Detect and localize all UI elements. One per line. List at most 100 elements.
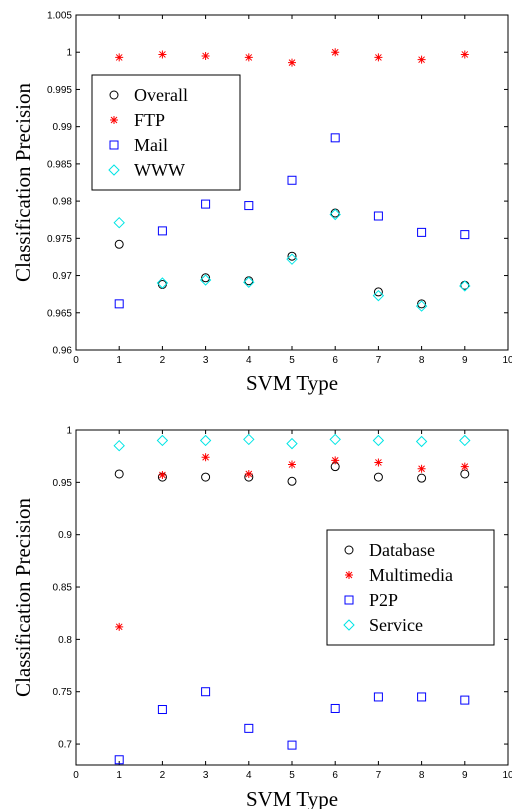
- data-point-mail: [157, 226, 167, 236]
- x-tick-label: 1: [116, 770, 122, 781]
- data-point-service: [286, 437, 298, 450]
- x-axis-label: SVM Type: [246, 787, 338, 809]
- data-point-www: [459, 280, 471, 292]
- data-point-multimedia: [244, 469, 253, 478]
- series-www: [113, 208, 471, 312]
- y-axis-label: Classification Precision: [11, 498, 35, 697]
- data-point-mail: [244, 201, 254, 211]
- data-point-overall: [244, 276, 254, 286]
- data-point-p2p: [330, 703, 340, 713]
- legend-label: Overall: [134, 85, 188, 105]
- y-tick-label: 0.98: [53, 197, 73, 208]
- x-tick-label: 8: [419, 770, 425, 781]
- legend-marker-service: [343, 619, 355, 631]
- data-point-ftp: [115, 53, 124, 62]
- data-point-overall: [373, 287, 383, 297]
- data-point-service: [329, 433, 341, 446]
- x-tick-label: 4: [246, 355, 252, 366]
- data-point-overall: [330, 208, 340, 218]
- x-tick-label: 5: [289, 355, 295, 366]
- data-point-database: [460, 469, 470, 479]
- legend-label: Multimedia: [369, 565, 453, 585]
- data-point-www: [243, 276, 255, 288]
- data-point-ftp: [460, 50, 469, 59]
- data-point-service: [459, 434, 471, 447]
- y-tick-label: 1: [66, 426, 72, 437]
- legend-marker-overall: [109, 90, 119, 100]
- x-tick-label: 7: [376, 770, 382, 781]
- data-point-mail: [201, 199, 211, 209]
- data-point-p2p: [201, 687, 211, 697]
- legend-label: P2P: [369, 590, 398, 610]
- data-point-service: [243, 433, 255, 446]
- data-point-p2p: [460, 695, 470, 705]
- x-tick-label: 9: [462, 770, 468, 781]
- data-point-service: [415, 435, 428, 448]
- data-point-multimedia: [331, 456, 340, 465]
- y-tick-label: 0.75: [53, 687, 73, 698]
- data-point-database: [114, 469, 124, 479]
- y-tick-label: 0.9: [58, 530, 72, 541]
- legend-marker-ftp: [110, 116, 118, 124]
- data-point-multimedia: [417, 464, 426, 473]
- x-tick-label: 10: [502, 770, 512, 781]
- x-tick-label: 3: [203, 355, 209, 366]
- series-mail: [114, 133, 470, 309]
- data-point-multimedia: [460, 462, 469, 471]
- data-point-www: [199, 274, 212, 286]
- data-point-multimedia: [158, 471, 167, 480]
- x-tick-label: 0: [73, 770, 79, 781]
- data-point-multimedia: [288, 460, 296, 469]
- y-tick-label: 0.85: [53, 583, 73, 594]
- series-ftp: [115, 48, 469, 67]
- y-tick-label: 0.985: [47, 159, 72, 170]
- legend-label: Mail: [134, 135, 168, 155]
- data-point-service: [113, 439, 125, 452]
- legend: Overall FTP Mail WWW: [91, 74, 241, 191]
- legend-label: FTP: [134, 110, 165, 130]
- y-axis-label: Classification Precision: [11, 83, 35, 282]
- data-point-ftp: [417, 55, 426, 64]
- x-tick-label: 7: [376, 355, 382, 366]
- y-tick-label: 0.975: [47, 234, 72, 245]
- chart-1: 0 1 2 3 4 5 6 7 8 9 10 0.96 0.965 0.97 0.975 0.98 0.985 0…: [11, 11, 512, 396]
- y-tick-label: 0.7: [58, 740, 72, 751]
- legend-marker-www: [108, 164, 120, 176]
- data-point-multimedia: [201, 453, 210, 462]
- y-tick-label: 1.005: [47, 11, 72, 22]
- x-tick-label: 8: [419, 355, 425, 366]
- x-axis-label: SVM Type: [246, 371, 338, 395]
- legend-marker-database: [344, 545, 354, 555]
- x-tick-label: 0: [73, 355, 79, 366]
- data-point-database: [373, 472, 383, 482]
- data-point-database: [201, 472, 211, 482]
- data-point-www: [329, 208, 341, 221]
- data-point-p2p: [417, 692, 427, 702]
- x-tick-label: 4: [246, 770, 252, 781]
- data-point-service: [372, 434, 385, 447]
- data-point-multimedia: [115, 622, 124, 631]
- data-point-p2p: [114, 755, 124, 765]
- data-point-www: [372, 289, 385, 302]
- y-tick-label: 0.965: [47, 308, 72, 319]
- data-point-p2p: [373, 692, 383, 702]
- legend-label: Service: [369, 615, 423, 635]
- legend: Database Multimedia P2P Service: [326, 529, 495, 646]
- data-point-www: [286, 253, 298, 265]
- legend-label: WWW: [134, 160, 185, 180]
- series-multimedia: [115, 453, 469, 631]
- x-tick-label: 2: [160, 355, 166, 366]
- data-point-p2p: [287, 740, 297, 750]
- legend-marker-multimedia: [345, 571, 353, 579]
- data-point-database: [287, 476, 297, 486]
- data-point-database: [417, 473, 427, 483]
- legend-box: [91, 74, 241, 191]
- data-point-mail: [287, 175, 297, 185]
- data-point-mail: [373, 211, 383, 221]
- series-p2p: [114, 687, 470, 765]
- chart-2: 0 1 2 3 4 5 6 7 8 9 10 0.7 0.75 0.8 0.85 0.9 0.95 1 SVM Ty…: [11, 426, 512, 809]
- data-point-mail: [114, 299, 124, 309]
- y-tick-label: 0.8: [58, 635, 72, 646]
- data-point-service: [156, 434, 169, 447]
